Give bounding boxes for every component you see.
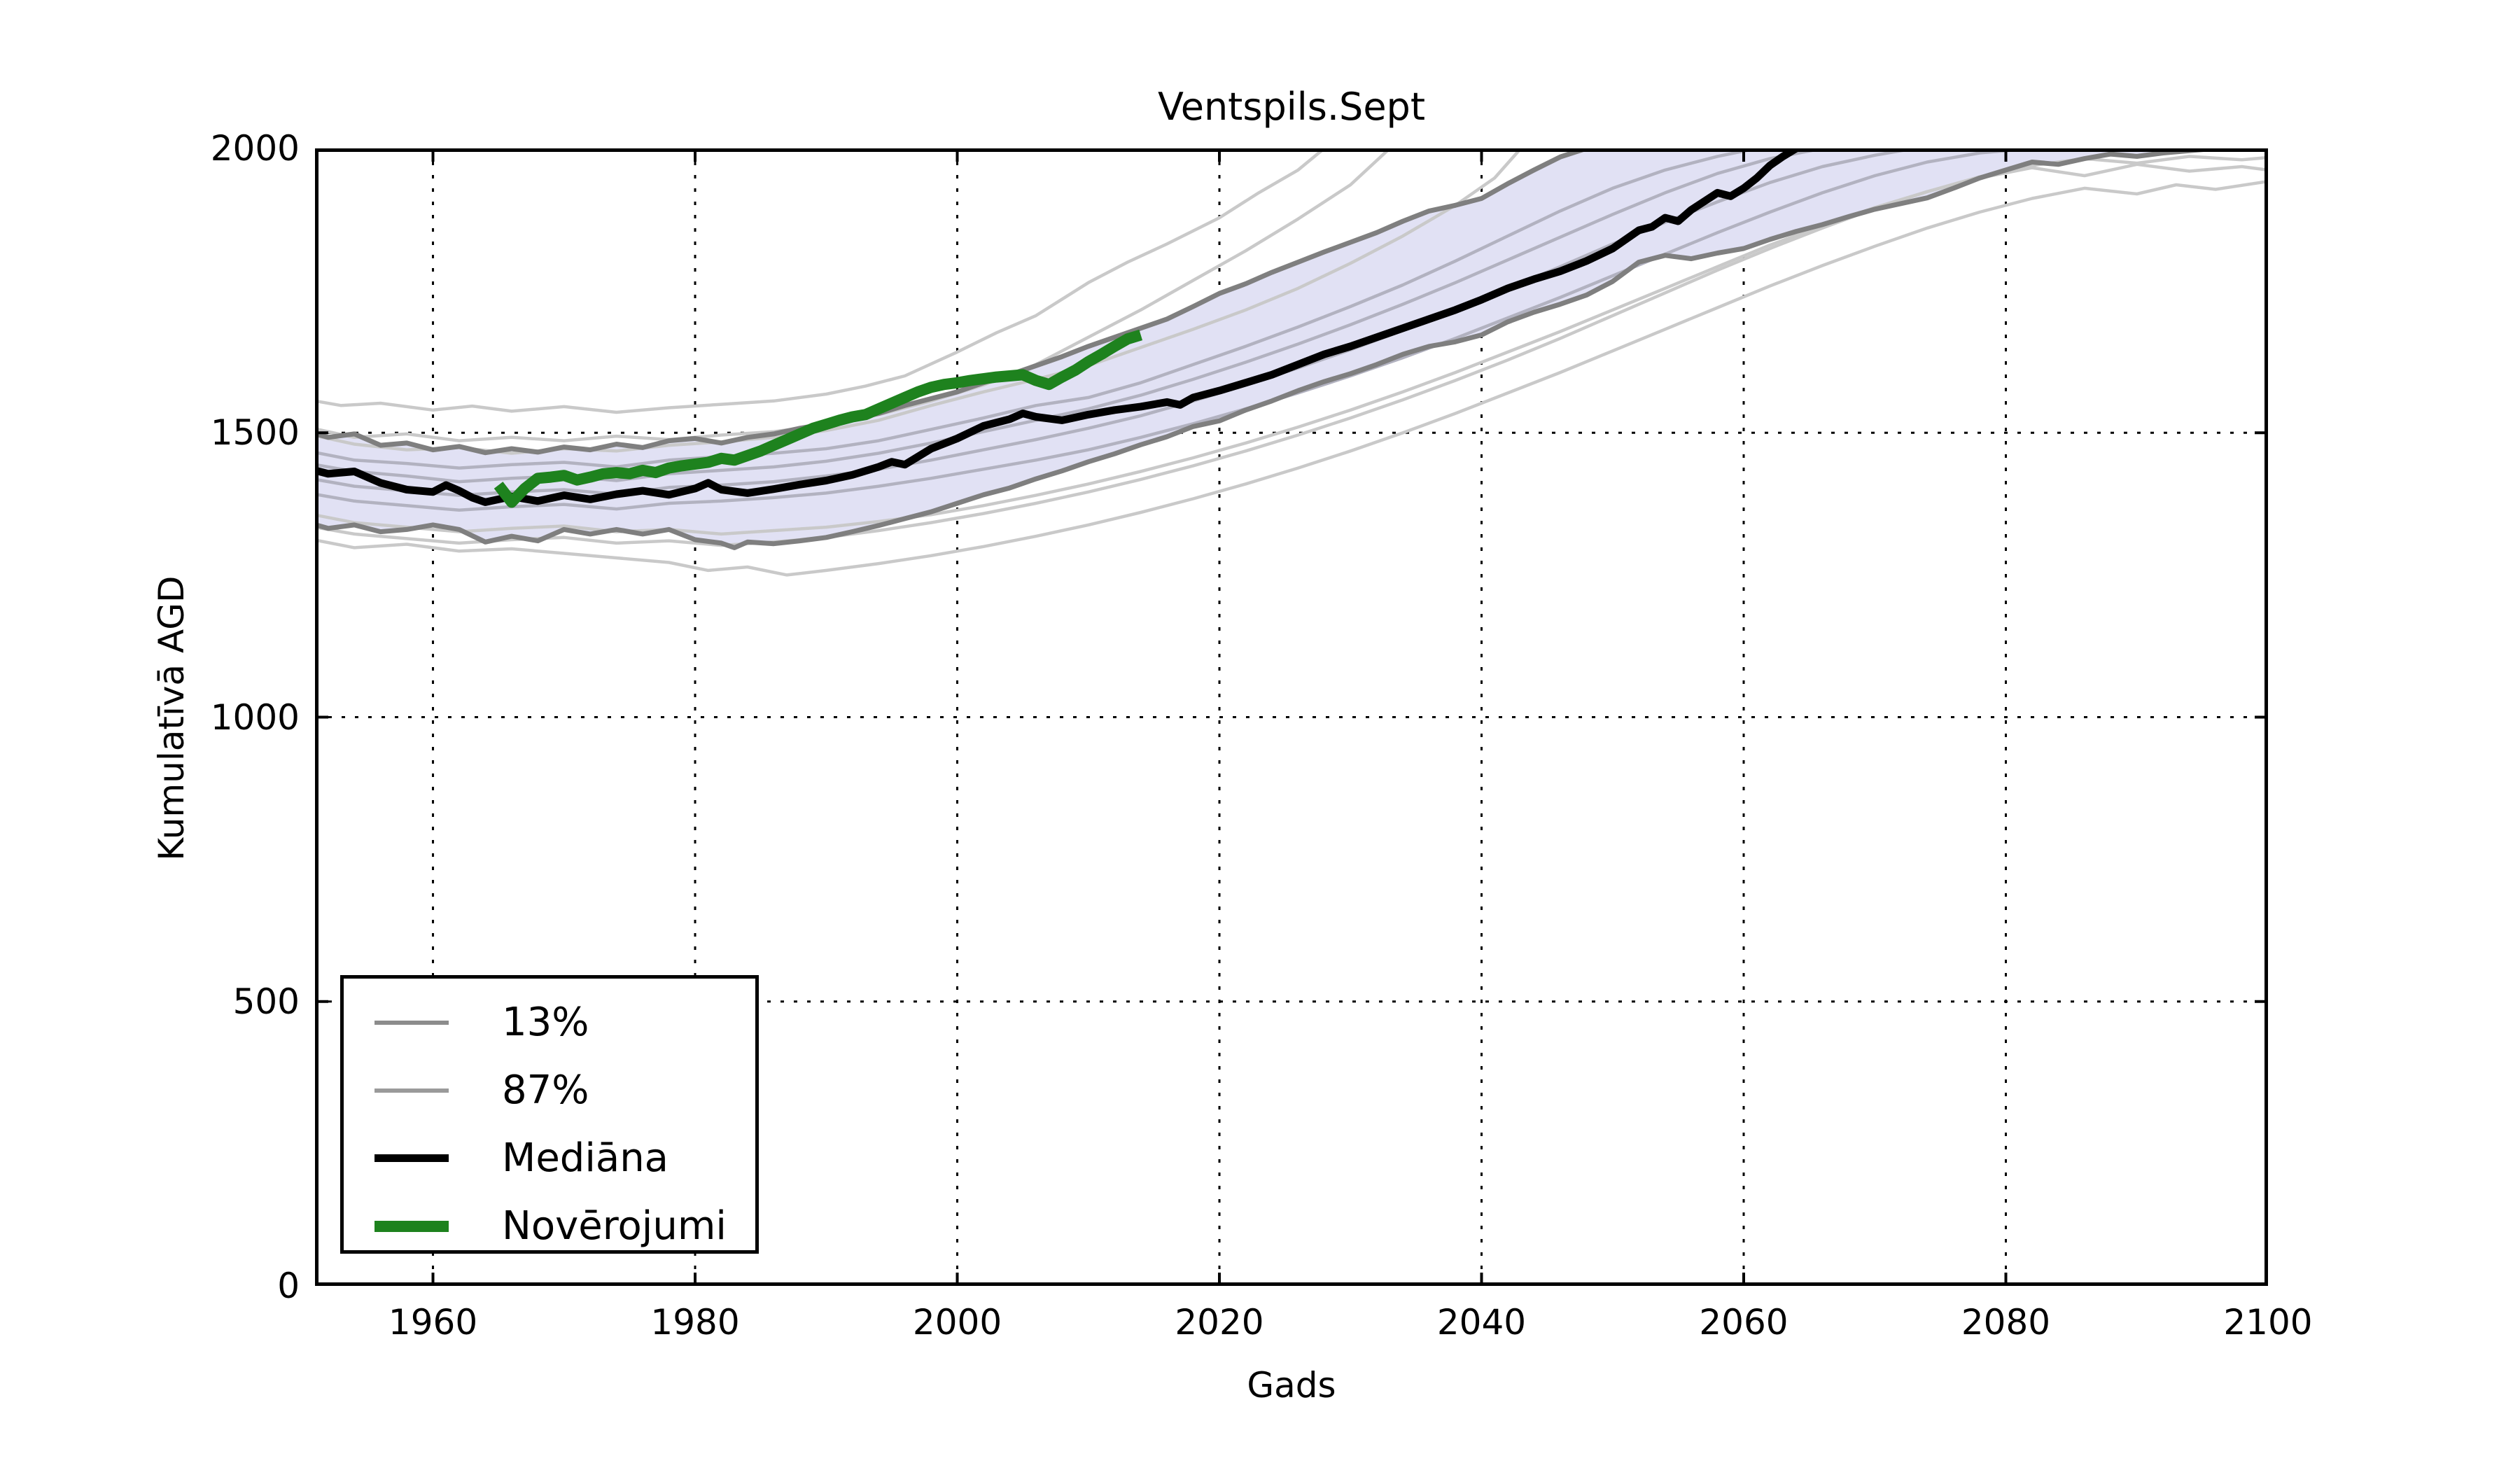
legend-item: Novērojumi <box>344 1192 755 1260</box>
x-tick-label: 1960 <box>388 1302 478 1343</box>
y-tick-label: 2000 <box>210 128 300 169</box>
legend-item: 13% <box>344 988 755 1056</box>
x-tick-label: 2020 <box>1175 1302 1264 1343</box>
chart-title: Ventspils.Sept <box>1157 85 1426 129</box>
ensemble-line <box>315 148 2268 455</box>
y-tick-label: 1500 <box>210 412 300 454</box>
x-tick-label: 2000 <box>912 1302 1002 1343</box>
x-tick-label: 2060 <box>1699 1302 1788 1343</box>
ensemble-line <box>315 155 2268 547</box>
x-tick-label: 2100 <box>2223 1302 2313 1343</box>
y-axis-label: Kumulatīvā AGD <box>151 575 192 861</box>
series-line-observations <box>493 329 1143 508</box>
x-tick-label: 1980 <box>650 1302 740 1343</box>
legend-item-label: Mediāna <box>502 1135 668 1181</box>
y-tick-label: 0 <box>277 1266 300 1306</box>
legend-line-sample <box>374 1020 449 1025</box>
y-tick-label: 1000 <box>210 696 300 738</box>
axes-frame <box>315 148 2268 1286</box>
legend-line-sample <box>374 1220 449 1232</box>
series-line-13pct <box>315 148 2268 550</box>
series-line-median <box>315 148 1798 506</box>
ensemble-line <box>315 148 2268 414</box>
legend-line-sample <box>374 1088 449 1093</box>
legend: 13% 87% Mediāna Novērojumi <box>340 975 759 1254</box>
y-tick-label: 500 <box>232 981 300 1022</box>
ensemble-line <box>315 148 2268 512</box>
legend-item-label: Novērojumi <box>502 1203 727 1249</box>
legend-item: Mediāna <box>344 1124 755 1192</box>
x-tick-label: 2040 <box>1436 1302 1527 1343</box>
legend-line-sample <box>374 1154 449 1162</box>
legend-item-label: 13% <box>502 1000 589 1045</box>
ensemble-line <box>315 179 2268 577</box>
plot-area <box>315 148 2268 1286</box>
x-axis-label: Gads <box>1247 1365 1336 1406</box>
uncertainty-band-fill <box>315 148 2268 548</box>
ensemble-line <box>315 148 2268 470</box>
legend-item-label: 87% <box>502 1068 589 1113</box>
x-tick-label: 2080 <box>1961 1302 2051 1343</box>
legend-item: 87% <box>344 1056 755 1124</box>
